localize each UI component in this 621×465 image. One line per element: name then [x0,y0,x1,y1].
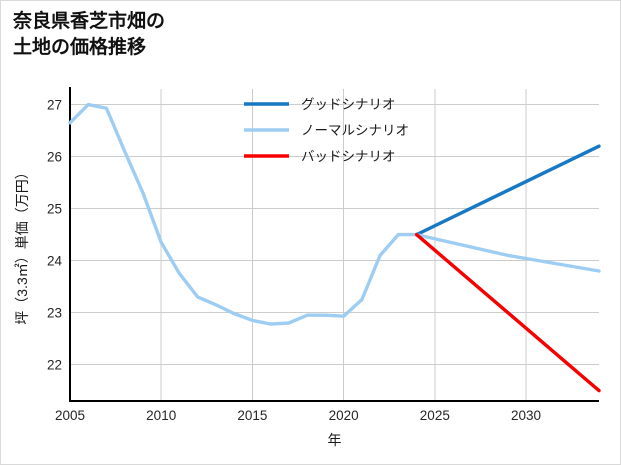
axis-titles-group: 年 坪（3.3㎡）単価（万円） [14,165,342,448]
y-axis-title: 坪（3.3㎡）単価（万円） [14,165,30,324]
gridlines-group [70,89,599,401]
y-tick-labels-group: 22 23 24 25 26 27 [47,98,63,373]
legend-label: バッドシナリオ [301,149,396,164]
x-tick-label: 2010 [146,408,176,423]
x-tick-label: 2025 [420,408,450,423]
y-tick-label: 26 [47,150,62,165]
y-tick-label: 23 [47,306,62,321]
x-tick-label: 2015 [237,408,267,423]
x-axis-title: 年 [328,432,342,448]
axis-lines-group [68,87,599,403]
x-tick-labels-group: 2005 2010 2015 2020 2025 2030 [55,408,541,423]
series-group [68,102,601,393]
y-tick-label: 24 [47,254,63,269]
legend-label: グッドシナリオ [301,97,396,112]
series-line-good [414,144,601,237]
series-line-normal [68,102,601,326]
x-tick-label: 2030 [511,408,541,423]
x-tick-label: 2005 [55,408,85,423]
legend-label: ノーマルシナリオ [301,123,409,138]
series-line-bad [414,232,601,393]
chart-title: 奈良県香芝市畑の 土地の価格推移 [13,11,166,58]
y-tick-label: 27 [47,98,62,113]
y-tick-label: 25 [47,202,62,217]
y-tick-label: 22 [47,358,62,373]
x-tick-label: 2020 [329,408,359,423]
